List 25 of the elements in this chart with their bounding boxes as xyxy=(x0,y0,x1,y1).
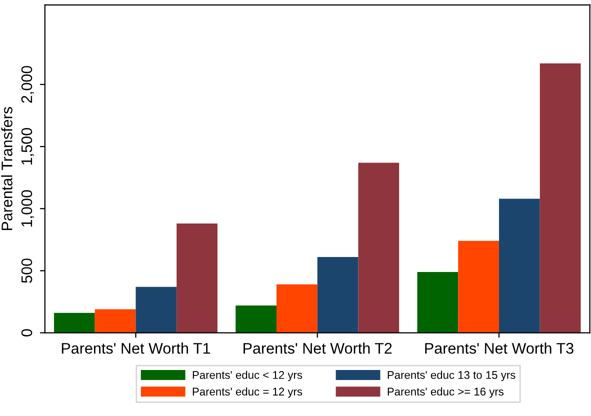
y-tick-label: 500 xyxy=(21,258,32,283)
bar xyxy=(499,198,540,333)
bar xyxy=(54,312,95,333)
legend-label: Parents' educ 13 to 15 yrs xyxy=(388,370,516,382)
bar xyxy=(176,224,218,333)
bar xyxy=(458,240,499,333)
x-tick-label: Parents' Net Worth T3 xyxy=(425,342,574,354)
x-tick-label: Parents' Net Worth T1 xyxy=(62,342,210,354)
y-tick-label: 2,000 xyxy=(21,66,34,103)
bar xyxy=(540,63,581,333)
x-tick-label: Parents' Net Worth T2 xyxy=(244,342,392,354)
bar xyxy=(317,257,358,333)
y-axis-title: Parental Transfers xyxy=(1,107,12,230)
bar xyxy=(136,286,177,333)
legend-label: Parents' educ < 12 yrs xyxy=(192,370,302,382)
bar xyxy=(417,272,458,333)
y-tick-label: 0 xyxy=(21,329,32,336)
y-tick-label: 1,500 xyxy=(21,128,34,164)
legend-label: Parents' educ = 12 yrs xyxy=(192,387,302,398)
legend-label: Parents' educ >= 16 yrs xyxy=(388,387,504,398)
bar xyxy=(276,284,318,333)
bar xyxy=(358,162,400,333)
bar xyxy=(94,309,136,333)
bar xyxy=(236,305,276,333)
y-tick-label: 1,000 xyxy=(21,190,34,227)
